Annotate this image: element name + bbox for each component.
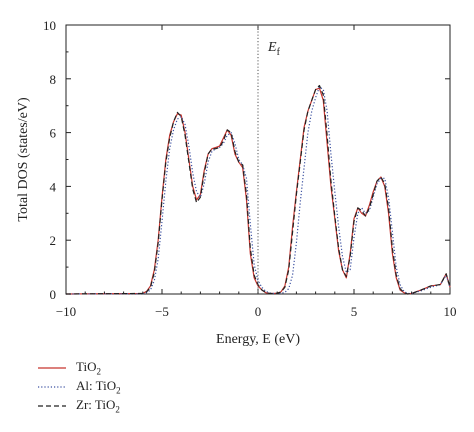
legend: TiO2 Al: TiO2 Zr: TiO2 [38, 358, 121, 415]
legend-swatch [38, 366, 66, 369]
legend-entry-3: Zr: TiO2 [38, 396, 121, 415]
legend-swatch [38, 404, 66, 407]
legend-entry-1: TiO2 [38, 358, 121, 377]
y-tick-label: 0 [50, 287, 57, 302]
dos-chart: −10 −5 0 5 10 0 2 4 6 8 10 Ef Energy, E (eV) Total… [16, 18, 457, 347]
y-tick-label: 8 [50, 72, 57, 87]
axes-layer: −10 −5 0 5 10 0 2 4 6 8 10 [43, 18, 457, 319]
legend-label: Zr: TiO2 [76, 396, 120, 415]
series-layer [65, 84, 451, 295]
y-axis-label: Total DOS (states/eV) [16, 97, 31, 222]
x-tick-label: −10 [56, 304, 76, 319]
x-tick-label: −5 [155, 304, 169, 319]
y-tick-label: 2 [50, 233, 57, 248]
fermi-level-label: Ef [267, 40, 281, 58]
x-tick-label: 0 [255, 304, 262, 319]
x-tick-label: 5 [351, 304, 358, 319]
y-tick-label: 10 [43, 18, 56, 33]
legend-label: TiO2 [76, 358, 101, 377]
series-line-1 [65, 87, 451, 295]
x-tick-label: 10 [444, 304, 457, 319]
legend-swatch [38, 385, 66, 388]
legend-label: Al: TiO2 [76, 377, 121, 396]
series-line-3 [65, 84, 451, 295]
y-tick-label: 4 [50, 179, 57, 194]
x-axis-label: Energy, E (eV) [216, 332, 300, 347]
legend-entry-2: Al: TiO2 [38, 377, 121, 396]
y-tick-label: 6 [50, 126, 57, 141]
